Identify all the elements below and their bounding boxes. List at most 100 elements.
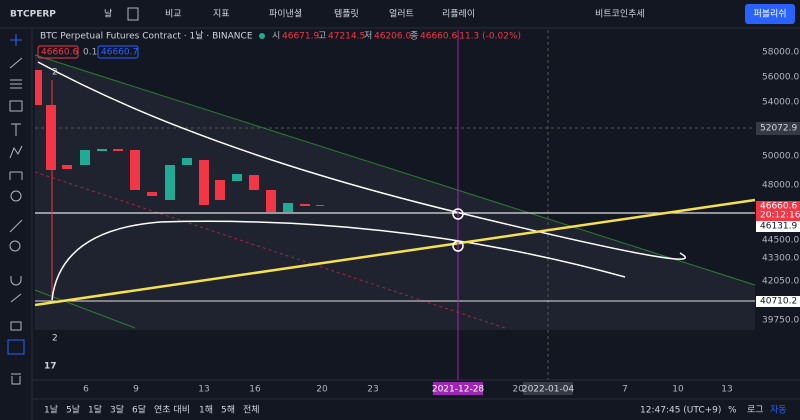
price-axis: 58000.0 56000.0 54000.0 50000.0 48000.0 44500… — [756, 29, 800, 380]
candle — [113, 149, 123, 151]
legend-value: 47214.5 — [328, 32, 365, 42]
price-label: 58000.0 — [762, 48, 799, 58]
bottom-bar: 1날 5날 1달 3달 6달 연초 대비 1해 5해 전체 12:47:45 (UTC+9) %… — [32, 398, 800, 416]
time-label: 13 — [198, 385, 209, 395]
toolbar-item[interactable]: 얼러트 — [389, 9, 414, 20]
legend-label: 고 — [318, 32, 326, 42]
candle — [130, 150, 140, 190]
line-price: 46131.9 — [760, 222, 797, 232]
drawing-label: 2 — [52, 68, 58, 78]
range-button[interactable]: 1해 — [199, 405, 213, 416]
layout-name[interactable]: 비트코인추세 — [595, 9, 645, 20]
candle — [249, 175, 259, 190]
price-label: 39750.0 — [762, 316, 799, 326]
last-price-tag — [756, 201, 800, 221]
status-dot — [259, 33, 265, 39]
price-label: 50000.0 — [762, 152, 799, 162]
candle — [316, 205, 324, 206]
selected-date: 2021-12-28 — [432, 385, 485, 395]
scale-option[interactable]: 로그 — [747, 406, 764, 416]
candles — [35, 70, 324, 212]
time-label: 9 — [133, 385, 139, 395]
price-label: 42050.0 — [762, 277, 799, 287]
curve — [37, 61, 687, 260]
range-button[interactable]: 1달 — [88, 404, 102, 416]
line-tag — [756, 221, 800, 232]
legend-value: 46671.9 — [282, 32, 319, 42]
publish-label[interactable]: 퍼블리쉬 — [753, 9, 786, 20]
toolbar-item[interactable]: 비교 — [165, 9, 182, 20]
intersection — [452, 240, 464, 252]
range-button[interactable]: 3달 — [110, 404, 124, 416]
range-button[interactable]: 5해 — [221, 405, 235, 416]
toolbar-item[interactable]: 파이낸셜 — [269, 9, 302, 20]
time-label: 13 — [721, 385, 732, 395]
range-button[interactable]: 1날 — [44, 405, 58, 416]
candle — [80, 150, 90, 165]
price-label: 48000.0 — [762, 181, 799, 191]
scale-option[interactable]: % — [728, 406, 737, 416]
countdown: 20:12:16 — [760, 211, 800, 221]
intersection — [452, 208, 464, 220]
candle — [46, 105, 56, 170]
sidebar-bg — [0, 29, 32, 420]
bid-box[interactable] — [37, 45, 79, 59]
range-button[interactable]: 6달 — [132, 404, 146, 416]
crosshair-price: 52072.9 — [760, 124, 797, 134]
ask-box[interactable] — [97, 45, 139, 59]
line-price: 40710.2 — [760, 297, 797, 307]
legend-value: 46660.6 — [420, 32, 457, 42]
toolbar-item[interactable]: 리플레이 — [442, 9, 475, 20]
candle — [97, 149, 107, 151]
curve — [51, 220, 626, 301]
price-label: 54000.0 — [762, 98, 799, 108]
interval[interactable]: 날 — [104, 9, 112, 20]
legend-value: 46206.0 — [374, 32, 411, 42]
legend-label: 시 — [272, 31, 280, 42]
tool-icons[interactable] — [7, 34, 25, 385]
clock: 12:47:45 (UTC+9) — [640, 406, 721, 416]
time-label: 10 — [672, 385, 684, 395]
price-label: 43300.0 — [762, 254, 799, 264]
time-label: 7 — [622, 385, 628, 395]
candle — [232, 174, 242, 181]
candle — [165, 165, 175, 200]
candle — [300, 204, 310, 206]
toolbar-item[interactable]: 지표 — [213, 9, 230, 20]
dashed-trend — [34, 171, 506, 329]
left-toolbar — [0, 29, 33, 420]
scale-option[interactable]: 자동 — [770, 405, 787, 416]
candle — [215, 180, 225, 200]
chart-area: 2 2 17 — [34, 30, 756, 380]
candle — [283, 203, 293, 212]
candle — [182, 158, 192, 165]
range-button[interactable]: 전체 — [243, 405, 260, 416]
tv-logo: 17 — [44, 362, 57, 372]
last-price: 46660.6 — [760, 202, 797, 212]
candle — [62, 165, 72, 169]
crosshair-tag — [756, 122, 800, 135]
legend-title: BTC Perpetual Futures Contract · 1날 · BI… — [40, 31, 253, 42]
spread: 0.1 — [83, 48, 97, 58]
range-button[interactable]: 5날 — [66, 405, 80, 416]
publish-button[interactable] — [745, 4, 795, 24]
crosshair-date-tag — [523, 382, 573, 395]
candle — [266, 190, 276, 212]
ask[interactable]: 46660.7 — [101, 48, 138, 58]
crosshair-date: 2022-01-04 — [522, 385, 575, 395]
range-button[interactable]: 연초 대비 — [154, 405, 190, 416]
yellow-trend — [34, 198, 756, 307]
legend: BTC Perpetual Futures Contract · 1날 · BI… — [37, 31, 521, 59]
price-label: 44500.0 — [762, 236, 799, 246]
drawing-label: 2 — [52, 334, 58, 344]
toolbar-bg — [0, 0, 800, 28]
chart-type-icon[interactable] — [127, 7, 139, 21]
toolbar-item[interactable]: 템플릿 — [334, 8, 359, 20]
selected-date-tag — [433, 382, 483, 395]
bid[interactable]: 46660.6 — [41, 48, 78, 58]
time-axis: 6913162023202271013 2021-12-28 2022-01-0… — [32, 379, 800, 395]
line-tag — [756, 296, 800, 307]
top-toolbar: BTCPERP 날 비교 지표 파이낸셜 템플릿 얼러트 리플레이 비트코인추세 퍼블리쉬 — [0, 0, 800, 29]
symbol[interactable]: BTCPERP — [10, 10, 56, 20]
